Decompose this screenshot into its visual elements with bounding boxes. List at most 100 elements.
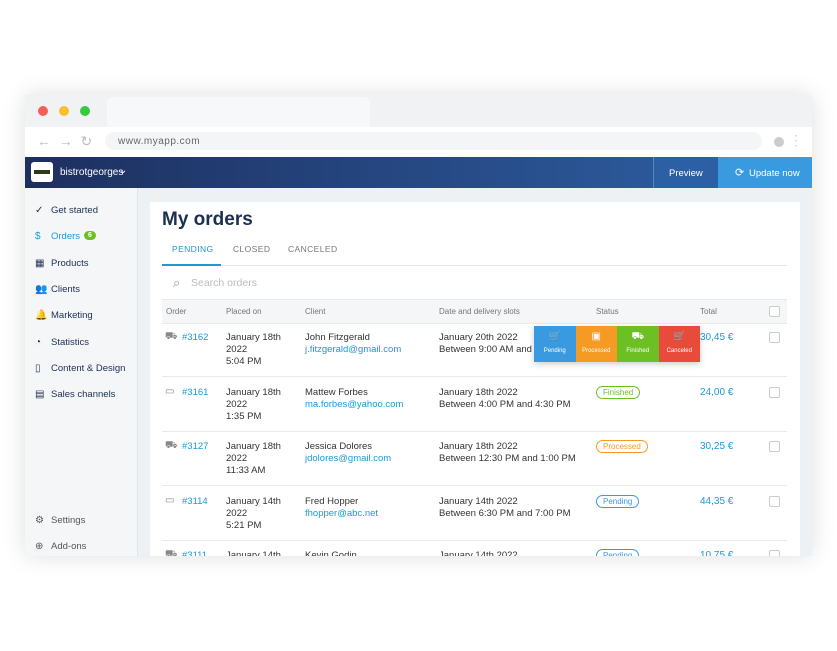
delivery-slot: Between 6:30 PM and 7:00 PM xyxy=(439,507,571,519)
store-logo xyxy=(31,162,53,182)
order-number[interactable]: #3114 xyxy=(182,495,208,507)
order-icon: ▭ xyxy=(165,385,175,397)
table-header xyxy=(162,299,787,324)
update-button[interactable] xyxy=(718,157,812,188)
delivery-date: January 18th 2022 xyxy=(439,441,518,452)
sidebar-item[interactable]: Content & Design xyxy=(51,362,126,374)
client-email[interactable]: fhopper@abc.net xyxy=(305,507,379,519)
sidebar-icon: ✓ xyxy=(35,205,44,216)
order-number[interactable]: #3111 xyxy=(182,550,208,556)
sidebar-icon: ⊕ xyxy=(35,541,44,552)
main-area: My orders ⌕ Search orders PENDING CLOSED C… xyxy=(137,188,812,556)
sidebar: ✓ Get started $ Orders 6 ▦ Products 👥 Clients 🔔 Ma… xyxy=(25,188,138,556)
order-total: 24,00 € xyxy=(700,386,734,398)
sidebar-item[interactable]: Statistics xyxy=(51,336,90,348)
sidebar-item[interactable]: Clients xyxy=(51,283,81,295)
select-all-checkbox[interactable] xyxy=(769,306,780,317)
status-option[interactable]: 🛒 Canceled xyxy=(658,326,700,362)
placed-time: 1:35 PM xyxy=(226,410,262,422)
status-menu: 🛒 Pending ▣ Processed ⛟ Finished 🛒 Canceled xyxy=(534,326,700,362)
tab[interactable]: CLOSED xyxy=(233,244,271,254)
tab[interactable]: PENDING xyxy=(172,244,214,254)
sidebar-item[interactable]: Add-ons xyxy=(51,541,87,552)
sidebar-icon: ▤ xyxy=(35,389,45,401)
status-option-label: Pending xyxy=(543,348,566,354)
profile-icon[interactable] xyxy=(774,137,784,147)
status-badge[interactable]: Processed xyxy=(596,440,648,453)
sidebar-item[interactable]: Get started xyxy=(51,205,98,216)
row-checkbox[interactable] xyxy=(769,332,780,343)
placed-date: January 18th 2022 xyxy=(226,441,281,464)
row-divider xyxy=(162,485,787,486)
page-title: My orders xyxy=(162,209,253,230)
placed-time: 5:04 PM xyxy=(226,356,262,367)
placed-date: January 18th 2022 xyxy=(226,386,281,410)
status-option-icon: 🛒 xyxy=(548,331,561,342)
placed-date: January 18th 2022 xyxy=(226,332,281,355)
delivery-slot: Between 4:00 PM and 4:30 PM xyxy=(439,398,571,410)
status-option-icon: 🛒 xyxy=(673,331,686,342)
sidebar-icon: ⚙ xyxy=(35,515,44,526)
row-checkbox[interactable] xyxy=(769,550,780,556)
column-header: Date and delivery slots xyxy=(439,307,520,316)
order-icon: ⛟ xyxy=(165,549,178,556)
address-field[interactable] xyxy=(105,132,762,150)
delivery-slot: Between 9:00 AM and 9: xyxy=(439,344,543,355)
client-name: Kevin Godin xyxy=(305,550,357,556)
search-icon: ⌕ xyxy=(173,275,181,290)
client-name: Fred Hopper xyxy=(305,495,359,507)
close-button[interactable] xyxy=(38,106,48,116)
row-checkbox[interactable] xyxy=(769,495,780,507)
status-badge[interactable]: Finished xyxy=(596,385,641,399)
sidebar-icon: ▯ xyxy=(35,362,41,374)
orders-badge: 6 xyxy=(84,231,96,241)
row-checkbox[interactable] xyxy=(769,441,780,452)
order-number[interactable]: #3162 xyxy=(182,332,209,343)
store-name[interactable]: bistrotgeorges xyxy=(60,167,124,178)
row-divider xyxy=(162,376,787,377)
column-header: Order xyxy=(166,307,187,316)
active-tab-underline xyxy=(162,264,221,266)
sidebar-icon: ▦ xyxy=(35,257,45,269)
browser-tab[interactable] xyxy=(107,97,370,127)
sidebar-item[interactable]: Orders xyxy=(51,231,81,243)
preview-label: Preview xyxy=(669,168,703,179)
order-number[interactable]: #3127 xyxy=(182,441,209,452)
minimize-button[interactable] xyxy=(59,106,69,116)
client-email[interactable]: j.fitzgerald@gmail.com xyxy=(305,344,402,355)
order-total: 30,25 € xyxy=(700,441,734,452)
status-option[interactable]: ⛟ Finished xyxy=(617,326,659,362)
sidebar-icon: 🔔 xyxy=(35,310,48,322)
sidebar-item[interactable]: Settings xyxy=(51,515,86,526)
sidebar-item[interactable]: Sales channels xyxy=(51,389,116,401)
tab[interactable]: CANCELED xyxy=(288,244,338,254)
nav-buttons[interactable]: ← → ↻ xyxy=(37,133,93,149)
store-dropdown[interactable]: ⌄ xyxy=(119,165,128,176)
client-name: John Fitzgerald xyxy=(305,332,370,343)
order-total: 44,35 € xyxy=(700,495,734,507)
tabs-divider xyxy=(162,265,787,266)
maximize-button[interactable] xyxy=(80,106,90,116)
row-divider xyxy=(162,430,787,432)
order-icon: ⛟ xyxy=(165,440,178,451)
sidebar-item[interactable]: Marketing xyxy=(51,310,93,322)
row-checkbox[interactable] xyxy=(769,386,780,398)
status-option-icon: ⛟ xyxy=(631,331,645,342)
menu-icon[interactable]: · · · xyxy=(794,128,798,152)
sidebar-item[interactable]: Products xyxy=(51,257,89,269)
status-option-label: Canceled xyxy=(666,348,692,354)
column-header: Status xyxy=(596,307,619,316)
search-input[interactable]: Search orders xyxy=(191,277,257,289)
client-email[interactable]: jdolores@gmail.com xyxy=(305,453,392,464)
status-option[interactable]: 🛒 Pending xyxy=(534,326,576,362)
status-badge[interactable]: Pending xyxy=(596,494,640,508)
url: www.myapp.com xyxy=(118,136,201,147)
status-badge[interactable]: Pending xyxy=(596,549,640,556)
status-option[interactable]: ▣ Processed xyxy=(575,326,617,362)
delivery-date: January 20th 2022 xyxy=(439,332,518,343)
client-email[interactable]: ma.forbes@yahoo.com xyxy=(305,398,404,410)
client-name: Jessica Dolores xyxy=(305,441,373,452)
delivery-slot: Between 12:30 PM and 1:00 PM xyxy=(439,453,576,464)
order-number[interactable]: #3161 xyxy=(182,386,209,398)
preview-button[interactable] xyxy=(653,157,719,188)
